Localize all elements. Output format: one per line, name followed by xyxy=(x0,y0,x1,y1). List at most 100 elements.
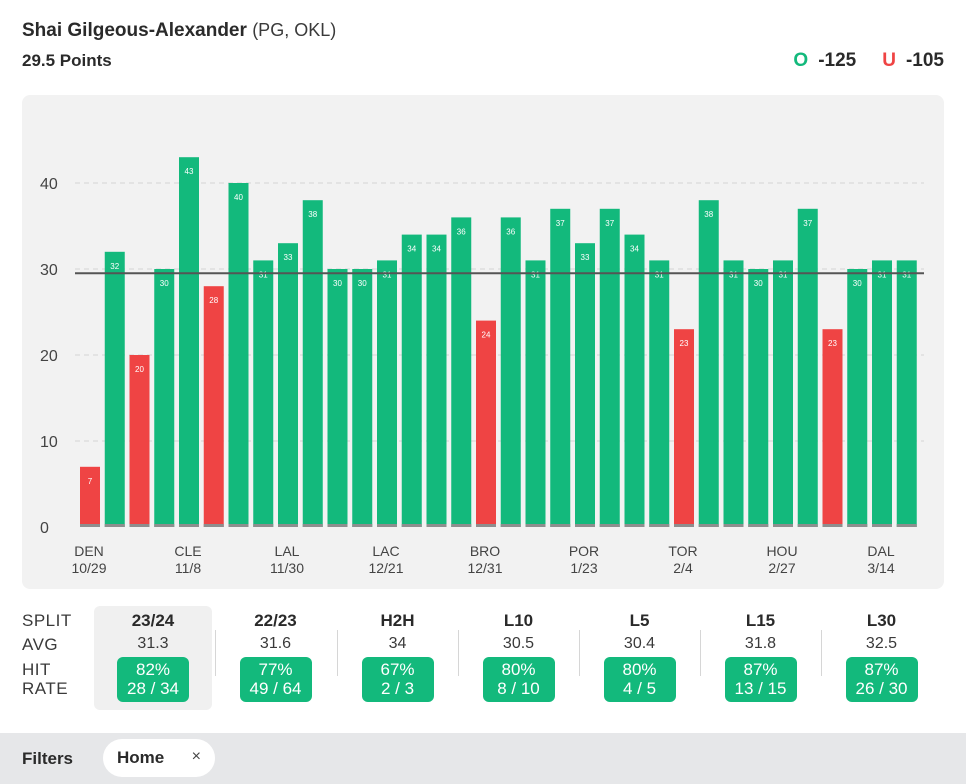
bar-base xyxy=(203,524,224,527)
bar-value-label: 34 xyxy=(407,245,416,254)
hit-rate-pct: 87% xyxy=(743,660,778,679)
x-tick-team: CLE xyxy=(174,543,201,559)
hit-rate-count: 28 / 34 xyxy=(127,679,179,698)
hit-rate-pct: 82% xyxy=(135,660,171,679)
bar xyxy=(451,217,472,527)
bar-base xyxy=(451,524,472,527)
bar xyxy=(104,251,125,528)
bar-base xyxy=(723,524,744,527)
bar-value-label: 32 xyxy=(110,262,119,271)
bar-value-label: 30 xyxy=(333,279,342,288)
bar-value-label: 31 xyxy=(779,270,788,279)
bar xyxy=(426,234,447,527)
chart-panel: 0 10 20 30 40 7 32 20 30 43 28 40 31 33 38 30 30 31 34 34 36… xyxy=(22,95,944,589)
bar-value-label: 37 xyxy=(803,219,812,228)
split-divider xyxy=(215,630,216,676)
split-avg: 31.8 xyxy=(744,635,777,652)
bar xyxy=(401,234,422,527)
bar-base xyxy=(278,524,298,527)
x-tick-team: DAL xyxy=(867,543,894,559)
hit-rate-count: 26 / 30 xyxy=(855,679,908,698)
bar xyxy=(599,208,620,528)
split-col-l15[interactable]: L15 31.8 87% 13 / 15 xyxy=(700,606,821,710)
bar-value-label: 7 xyxy=(88,477,93,486)
bar-value-label: 31 xyxy=(878,270,887,279)
bar-base xyxy=(228,524,249,527)
bar-value-label: 20 xyxy=(135,365,144,374)
bar-base xyxy=(624,524,645,527)
bar-value-label: 38 xyxy=(308,210,317,219)
split-name: L5 xyxy=(629,611,650,630)
hit-rate-count: 2 / 3 xyxy=(380,679,415,698)
under-odds[interactable]: -105 xyxy=(905,50,944,71)
bar-base xyxy=(129,524,150,527)
hit-label: HIT xyxy=(22,660,51,679)
x-tick-team: TOR xyxy=(668,543,697,559)
split-divider xyxy=(337,630,338,676)
split-divider xyxy=(821,630,822,676)
hit-rate-pct: 77% xyxy=(258,660,293,679)
x-tick-date: 1/23 xyxy=(570,560,597,576)
split-col-l10[interactable]: L10 30.5 80% 8 / 10 xyxy=(458,606,579,710)
close-icon[interactable]: × xyxy=(191,748,201,765)
bar-value-label: 23 xyxy=(680,339,689,348)
y-tick-label: 40 xyxy=(40,176,58,193)
bar-value-label: 31 xyxy=(729,270,738,279)
split-avg: 32.5 xyxy=(865,635,898,652)
hit-rate-count: 8 / 10 xyxy=(497,679,540,698)
x-tick-team: LAL xyxy=(275,543,300,559)
bar-value-label: 30 xyxy=(160,279,169,288)
bar xyxy=(847,269,868,527)
bar xyxy=(80,466,100,527)
bar xyxy=(748,269,769,527)
bar xyxy=(129,355,150,527)
bar-value-label: 33 xyxy=(581,253,590,262)
filters-label: Filters xyxy=(22,749,74,768)
x-tick-date: 3/14 xyxy=(867,560,894,576)
bar-value-label: 31 xyxy=(383,270,392,279)
bar xyxy=(278,243,298,527)
bar-value-label: 23 xyxy=(828,339,837,348)
bar xyxy=(302,200,323,527)
player-title: Shai Gilgeous-Alexander (PG, OKL) xyxy=(22,20,336,42)
split-col-2324[interactable]: 23/24 31.3 82% 28 / 34 xyxy=(94,606,212,710)
split-divider xyxy=(579,630,580,676)
bar-value-label: 36 xyxy=(457,227,466,236)
hit-rate-pct: 67% xyxy=(380,660,415,679)
x-tick-date: 11/8 xyxy=(175,560,201,576)
x-tick-date: 2/4 xyxy=(673,560,693,576)
split-avg: 30.5 xyxy=(502,635,535,652)
hit-rate-count: 4 / 5 xyxy=(622,679,657,698)
x-tick-team: DEN xyxy=(74,543,104,559)
bar xyxy=(525,260,546,527)
bar xyxy=(723,260,744,527)
bar xyxy=(203,286,224,527)
odds: O -125 U -105 xyxy=(793,50,944,72)
filter-chip-home[interactable]: Home × xyxy=(103,739,215,777)
x-tick-team: POR xyxy=(569,543,599,559)
hit-rate-count: 49 / 64 xyxy=(249,679,302,698)
bar xyxy=(624,234,645,527)
bar-base xyxy=(797,524,818,527)
over-icon: O xyxy=(793,50,809,71)
bar-value-label: 37 xyxy=(605,219,614,228)
bar xyxy=(476,320,496,527)
split-col-h2h[interactable]: H2H 34 67% 2 / 3 xyxy=(337,606,458,710)
split-name: 22/23 xyxy=(254,611,297,630)
hit-rate-badge: 87% 13 / 15 xyxy=(724,657,797,702)
hit-rate-badge: 67% 2 / 3 xyxy=(361,657,434,702)
split-label: SPLIT xyxy=(22,611,72,630)
bar-value-label: 40 xyxy=(234,193,243,202)
over-odds[interactable]: -125 xyxy=(818,50,857,71)
split-col-l30[interactable]: L30 32.5 87% 26 / 30 xyxy=(821,606,942,710)
y-tick-label: 0 xyxy=(40,520,49,537)
bar-base xyxy=(302,524,323,527)
split-name: L30 xyxy=(866,611,897,630)
hit-rate-badge: 80% 8 / 10 xyxy=(482,657,555,702)
bar-base xyxy=(476,524,496,527)
x-tick-team: LAC xyxy=(372,543,399,559)
split-avg: 34 xyxy=(388,635,407,652)
bar xyxy=(179,157,199,527)
split-col-2223[interactable]: 22/23 31.6 77% 49 / 64 xyxy=(215,606,336,710)
split-col-l5[interactable]: L5 30.4 80% 4 / 5 xyxy=(579,606,700,710)
